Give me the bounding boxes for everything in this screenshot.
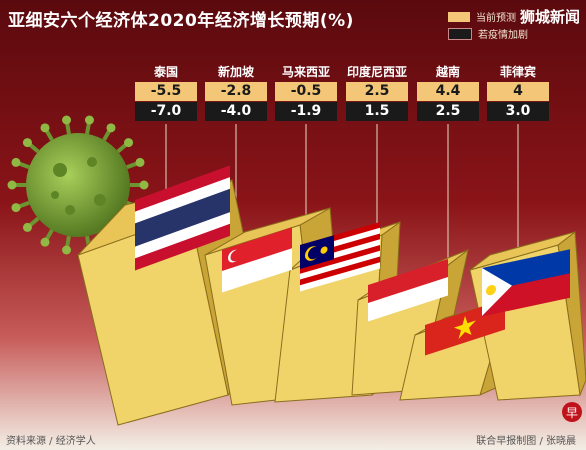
country-name: 越南 <box>435 65 460 79</box>
virus-spike-tip <box>124 138 134 148</box>
forecast-worse-value: 1.5 <box>346 102 408 121</box>
virus-spike-tip <box>22 138 32 148</box>
country-table: 泰国 -5.5 -7.0 新加坡 -2.8 -4.0 马来西亚 -0.5 -1.9 印度尼西亚 2.… <box>0 62 586 132</box>
virus-spike-tip <box>62 115 72 125</box>
legend-label-worse: 若疫情加剧 <box>478 30 528 41</box>
virus-spike-tip <box>135 157 145 167</box>
virus-spike-tip <box>62 245 72 255</box>
virus-spike-tip <box>22 222 32 232</box>
flag-singapore <box>222 227 292 293</box>
country-column: 印度尼西亚 2.5 1.5 <box>346 62 408 121</box>
page-title: 亚细安六个经济体2020年经济增长预期(%) <box>8 11 354 31</box>
virus-spike-tip <box>139 180 149 190</box>
virus-spike-tip <box>40 237 50 247</box>
forecast-current-value: 2.5 <box>346 82 408 102</box>
country-name: 印度尼西亚 <box>346 65 407 79</box>
legend: 当前预测 若疫情加剧 <box>448 8 580 42</box>
virus-spike-tip <box>11 203 21 213</box>
country-column: 泰国 -5.5 -7.0 <box>135 62 197 121</box>
watermark: 狮城新闻 <box>519 8 580 26</box>
virus-spot <box>65 205 75 215</box>
logo-mark: 早 <box>562 402 582 422</box>
forecast-worse-value: -7.0 <box>135 102 197 121</box>
forecast-current-value: -5.5 <box>135 82 197 102</box>
country-name: 泰国 <box>153 65 178 79</box>
flag-philippines <box>482 249 570 317</box>
block-top <box>469 231 576 271</box>
legend-label-current: 当前预测 <box>476 13 516 24</box>
country-column: 新加坡 -2.8 -4.0 <box>205 62 267 121</box>
country-name: 马来西亚 <box>281 65 330 79</box>
virus-spike-tip <box>11 157 21 167</box>
legend-swatch-current <box>448 11 470 22</box>
virus-spike-tip <box>40 123 50 133</box>
legend-swatch-worse <box>448 27 472 40</box>
country-name: 新加坡 <box>217 65 254 79</box>
flag-malaysia <box>300 222 380 292</box>
forecast-worse-value: -4.0 <box>205 102 267 121</box>
country-name: 菲律宾 <box>499 65 536 79</box>
virus-spot <box>87 157 97 167</box>
flag-indonesia <box>368 259 448 322</box>
virus-spike-tip <box>106 123 116 133</box>
source-note: 资料来源 / 经济学人 <box>6 436 96 447</box>
credit-note: 联合早报制图 / 张晓晨 <box>476 436 576 447</box>
country-column: 马来西亚 -0.5 -1.9 <box>275 62 337 121</box>
forecast-worse-value: 2.5 <box>417 102 479 121</box>
virus-spot <box>51 191 59 199</box>
forecast-current-value: -2.8 <box>205 82 267 102</box>
forecast-current-value: 4 <box>487 82 549 102</box>
virus-spike-tip <box>7 180 17 190</box>
forecast-current-value: 4.4 <box>417 82 479 102</box>
virus-spot <box>94 194 106 206</box>
forecast-worse-value: -1.9 <box>275 102 337 121</box>
country-column: 菲律宾 4 3.0 <box>487 62 549 121</box>
legend-item-current: 当前预测 <box>448 8 580 25</box>
virus-body <box>26 133 130 237</box>
flag-thailand <box>135 165 230 271</box>
forecast-worse-value: 3.0 <box>487 102 549 121</box>
virus-spike-tip <box>84 115 94 125</box>
country-flags <box>135 165 570 356</box>
country-column: 越南 4.4 2.5 <box>417 62 479 121</box>
forecast-current-value: -0.5 <box>275 82 337 102</box>
legend-item-worse: 若疫情加剧 <box>448 25 580 42</box>
virus-spot <box>53 163 67 177</box>
svg-text:早: 早 <box>566 406 578 420</box>
